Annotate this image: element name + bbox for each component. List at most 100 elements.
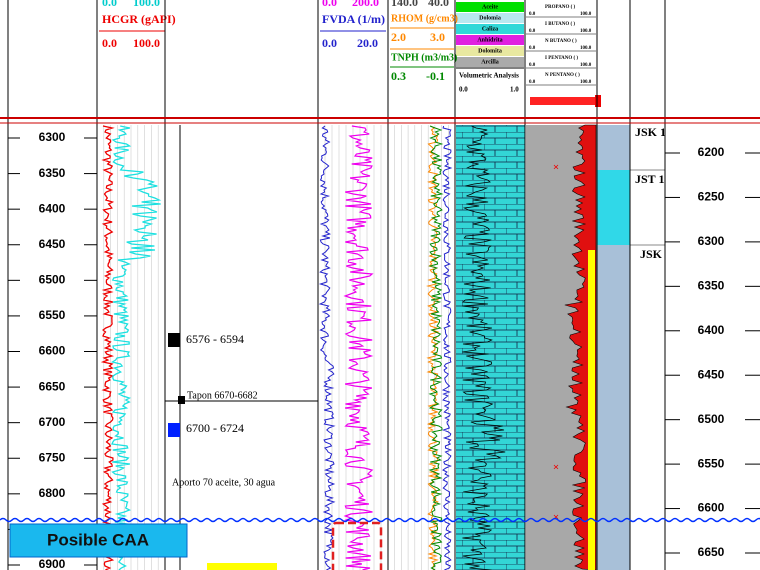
gas-min: 0.0 bbox=[529, 46, 536, 51]
depth-label: 6900 bbox=[39, 557, 66, 570]
legend-entry: Arcilla bbox=[481, 59, 499, 65]
depth-label: 6600 bbox=[698, 501, 725, 515]
gas-header: PROPANO ( )0.0 100.0I BUTANO ( )0.0 100.0N… bbox=[526, 5, 596, 86]
log-trace bbox=[110, 125, 162, 570]
curves: × × × bbox=[100, 124, 597, 570]
scale-min: 2.0 bbox=[391, 30, 406, 44]
flag: × bbox=[553, 162, 559, 174]
gas-name: N PENTANO ( ) bbox=[545, 73, 580, 78]
formation-label: JSK 1 bbox=[635, 125, 666, 139]
scale-max: 20.0 bbox=[357, 36, 378, 50]
log-trace bbox=[428, 125, 444, 570]
interval-label: 6576 - 6594 bbox=[186, 332, 244, 346]
plug-marker bbox=[178, 396, 185, 404]
depth-label: 6500 bbox=[698, 412, 725, 426]
curve-name: TNPH (m3/m3) bbox=[391, 52, 457, 63]
depth-label: 6500 bbox=[39, 273, 66, 287]
gas-min: 0.0 bbox=[529, 80, 536, 85]
legend-entry: Caliza bbox=[482, 26, 498, 32]
log-trace bbox=[100, 125, 115, 570]
formation-label: JSK bbox=[640, 247, 663, 261]
scale-max: 100.0 bbox=[133, 36, 160, 50]
scale-min: 0.0 bbox=[459, 86, 468, 94]
flag: × bbox=[553, 512, 559, 524]
depth-label: 6750 bbox=[39, 450, 66, 464]
scale-min: 0.0 bbox=[322, 0, 337, 9]
gas-min: 0.0 bbox=[529, 29, 536, 34]
depth-label: 6350 bbox=[39, 166, 66, 180]
depth-label: 6700 bbox=[39, 415, 66, 429]
gas-name: I BUTANO ( ) bbox=[545, 22, 575, 27]
depth-label: 6800 bbox=[39, 486, 66, 500]
callout-box bbox=[9, 523, 188, 558]
track-title: Volumetric Analysis bbox=[459, 72, 519, 80]
depth-label: 6450 bbox=[39, 237, 66, 251]
zone-fill bbox=[597, 125, 630, 170]
scale-min: 140.0 bbox=[391, 0, 418, 9]
depth-label: 6600 bbox=[39, 344, 66, 358]
depth-label: 6400 bbox=[698, 323, 725, 337]
scale-min: 0.0 bbox=[322, 36, 337, 50]
plug-label: Tapon 6670-6682 bbox=[187, 390, 258, 401]
depth-label: 6450 bbox=[698, 367, 725, 381]
interval-label: 6700 - 6724 bbox=[186, 421, 244, 435]
scale-min: 0.3 bbox=[391, 69, 406, 83]
scale-max: -0.1 bbox=[426, 69, 445, 83]
legend-entry: Dolomita bbox=[478, 48, 502, 54]
legend-entry: Aceite bbox=[482, 4, 498, 10]
gas-max: 100.0 bbox=[580, 63, 592, 68]
depth-label: 6550 bbox=[698, 456, 725, 470]
log-trace bbox=[318, 125, 336, 570]
interval-marker bbox=[168, 333, 180, 347]
log-trace bbox=[343, 125, 374, 570]
lithology-labels: Aceite Dolomia Caliza Anhidrita Dolomita Arci… bbox=[477, 4, 502, 65]
legend-entry: Dolomia bbox=[479, 15, 501, 21]
curve-name: FVDA (1/m) bbox=[322, 12, 385, 26]
marker bbox=[207, 563, 277, 570]
zone-fill bbox=[597, 170, 630, 245]
scale-max: 40.0 bbox=[428, 0, 449, 9]
log-trace bbox=[462, 125, 506, 570]
depth-label: 6650 bbox=[698, 545, 725, 559]
depth-label: 6250 bbox=[698, 190, 725, 204]
volumetric-band bbox=[588, 250, 595, 570]
depth-label: 6300 bbox=[39, 130, 66, 144]
flag: × bbox=[553, 462, 559, 474]
formation-label: JST 1 bbox=[635, 172, 664, 186]
depth-label: 6400 bbox=[39, 201, 66, 215]
scale-max: 200.0 bbox=[352, 0, 379, 9]
gas-name: I PENTANO ( ) bbox=[545, 56, 578, 61]
gas-max: 100.0 bbox=[580, 80, 592, 85]
gas-min: 0.0 bbox=[529, 12, 536, 17]
log-trace bbox=[441, 125, 453, 570]
depth-label: 6650 bbox=[39, 379, 66, 393]
zone-fill bbox=[597, 245, 630, 570]
scale-max: 3.0 bbox=[430, 30, 445, 44]
depth-label: 6550 bbox=[39, 308, 66, 322]
gas-max: 100.0 bbox=[580, 29, 592, 34]
depth-label: 6200 bbox=[698, 145, 725, 159]
depth-label: 6300 bbox=[698, 234, 725, 248]
lithology-legend bbox=[456, 2, 524, 67]
gas-max: 100.0 bbox=[580, 12, 592, 17]
scale-max: 100.0 bbox=[133, 0, 160, 9]
interval-marker bbox=[168, 423, 180, 437]
gas-name: PROPANO ( ) bbox=[545, 5, 576, 10]
scale-min: 0.0 bbox=[102, 0, 117, 9]
lithology-fill bbox=[456, 125, 525, 570]
gas-min: 0.0 bbox=[529, 63, 536, 68]
curve-name: HCGR (gAPI) bbox=[102, 12, 176, 26]
header-swatch bbox=[595, 95, 601, 107]
callout: Posible CAA bbox=[47, 530, 149, 549]
curve-name: RHOM (g/cm3) bbox=[391, 13, 458, 24]
legend-entry: Anhidrita bbox=[477, 37, 502, 43]
depth-label: 6350 bbox=[698, 279, 725, 293]
scale-min: 0.0 bbox=[102, 36, 117, 50]
header-swatch bbox=[530, 97, 595, 105]
scale-max: 1.0 bbox=[510, 86, 519, 94]
test-result: Aporto 70 aceite, 30 agua bbox=[172, 477, 276, 488]
gas-max: 100.0 bbox=[580, 46, 592, 51]
